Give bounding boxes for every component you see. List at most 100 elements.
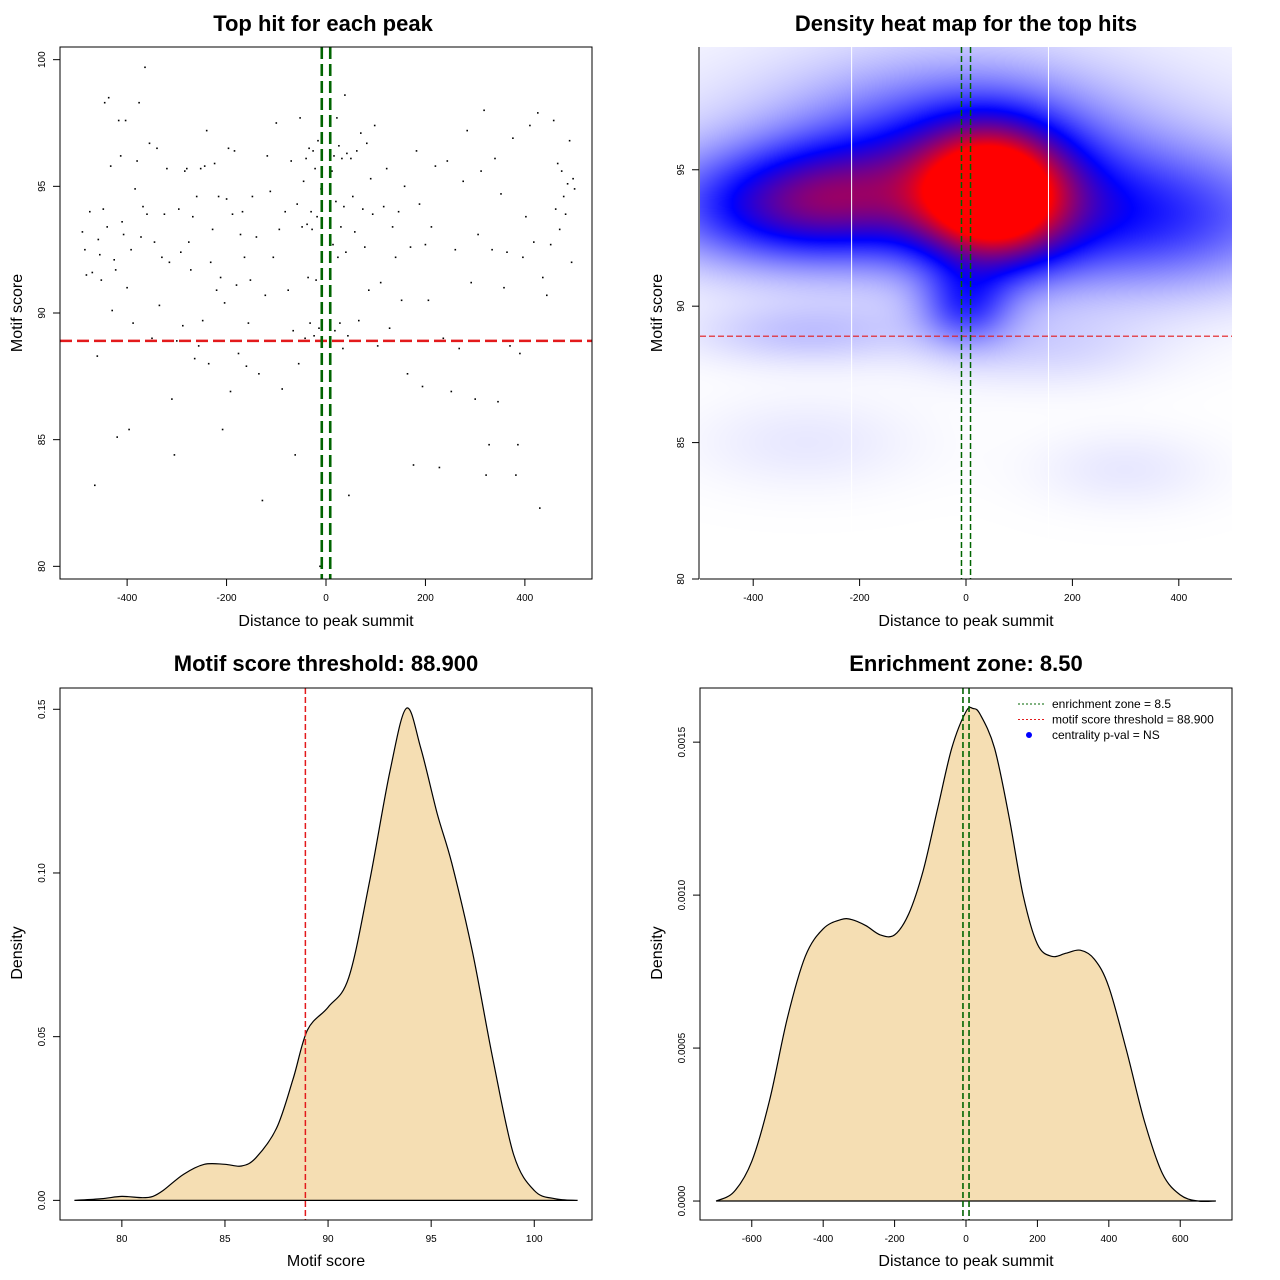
score-density-panel: Motif score threshold: 88.900 80 85 90 95 10… (9, 651, 593, 1270)
scatter-point (91, 271, 94, 274)
scatter-point (258, 373, 260, 375)
scatter-y-tick-label: 90 (37, 307, 48, 319)
scatter-point (261, 499, 264, 502)
scatter-x-tick-label: 200 (417, 593, 434, 604)
scatter-point (121, 221, 123, 223)
scatter-point (215, 289, 218, 291)
scatter-point (130, 248, 132, 251)
scatter-point (266, 155, 269, 157)
scatter-point (297, 362, 300, 365)
scatter-point (305, 157, 307, 160)
scatter-point (397, 210, 400, 213)
scatter-point (85, 274, 88, 276)
scatter-point (213, 162, 216, 165)
scatter-point (302, 180, 305, 183)
scatter-point (337, 256, 339, 259)
scatter-y-tick-label: 80 (37, 560, 48, 572)
scatter-point (146, 213, 148, 215)
scatter-point (284, 210, 286, 213)
scatter-point (197, 345, 200, 347)
scatter-panel: Top hit for each peak -400 -200 0 200 400 80… (9, 11, 593, 630)
scatter-point (168, 261, 171, 264)
scatter-point (446, 160, 449, 162)
scatter-point (470, 281, 472, 284)
scatter-point (424, 243, 427, 246)
scatter-point (388, 327, 391, 329)
scatter-point (264, 294, 267, 297)
scatter-point (394, 256, 397, 259)
scatter-point (122, 233, 125, 236)
scatter-point (418, 203, 421, 205)
scatter-point (318, 327, 320, 329)
scatter-point (313, 335, 315, 337)
scatter-point (287, 289, 289, 291)
scatter-point (269, 190, 272, 193)
scatter-point (255, 236, 258, 238)
scatter-point (190, 269, 192, 271)
scatter-point (454, 248, 457, 251)
scatter-point (346, 152, 348, 155)
scatter-x-tick-label: -400 (117, 593, 137, 604)
scatter-point (539, 507, 541, 509)
scatter-point (171, 398, 173, 400)
distance-density-x-tick-label: 600 (1172, 1234, 1189, 1245)
scatter-point (96, 355, 99, 357)
score-density-curve (74, 707, 578, 1201)
scatter-point (126, 286, 128, 289)
scatter-y-tick-label: 95 (37, 180, 48, 192)
scatter-point (229, 390, 232, 393)
scatter-point (356, 150, 358, 152)
scatter-point (554, 208, 557, 210)
scatter-point (368, 289, 370, 291)
scatter-point (406, 373, 409, 375)
scatter-point (156, 147, 158, 150)
score-density-x-tick-label: 90 (322, 1234, 334, 1245)
scatter-point (515, 474, 517, 476)
scatter-point (281, 388, 283, 390)
scatter-point (207, 362, 210, 365)
scatter-point (512, 137, 514, 139)
scatter-point (556, 162, 559, 165)
heatmap-y-tick-label: 95 (676, 164, 687, 176)
distance-density-y-tick-label: 0.0015 (677, 726, 688, 757)
scatter-point (306, 223, 308, 226)
scatter-point (317, 139, 319, 142)
scatter-point (371, 213, 374, 215)
scatter-y-tick-label: 100 (37, 51, 48, 68)
scatter-point (237, 352, 240, 355)
scatter-point (415, 150, 418, 152)
scatter-point (243, 256, 246, 259)
score-density-plot-frame (59, 687, 593, 1221)
scatter-point (247, 322, 250, 324)
scatter-point (102, 208, 105, 210)
scatter-point (309, 322, 311, 324)
scatter-point (500, 193, 502, 195)
scatter-point (376, 345, 379, 347)
scatter-point (209, 261, 212, 264)
scatter-point (334, 329, 336, 332)
scatter-point (400, 299, 403, 302)
score-density-x-tick-label: 85 (219, 1234, 231, 1245)
scatter-x-tick-label: 400 (517, 593, 534, 604)
score-density-x-axis-label: Motif score (287, 1253, 365, 1270)
legend-centrality-dot-icon (1026, 732, 1032, 738)
scatter-point (373, 124, 376, 127)
scatter-point (369, 177, 372, 180)
scatter-point (339, 322, 341, 324)
heatmap-x-tick-label: 400 (1170, 593, 1187, 604)
scatter-point (354, 231, 356, 233)
scatter-point (480, 170, 482, 172)
score-density-y-tick-label: 0.10 (37, 863, 48, 883)
scatter-point (403, 185, 406, 188)
scatter-point (379, 281, 382, 284)
score-density-title: Motif score threshold: 88.900 (174, 651, 478, 676)
scatter-point (483, 109, 485, 112)
scatter-point (343, 205, 345, 208)
scatter-point (119, 155, 122, 157)
scatter-point (529, 124, 531, 127)
heatmap-y-axis-label: Motif score (649, 274, 666, 352)
scatter-point (142, 205, 144, 208)
score-density-x-tick-label: 95 (426, 1234, 438, 1245)
scatter-point (128, 428, 130, 431)
scatter-point (494, 157, 496, 160)
